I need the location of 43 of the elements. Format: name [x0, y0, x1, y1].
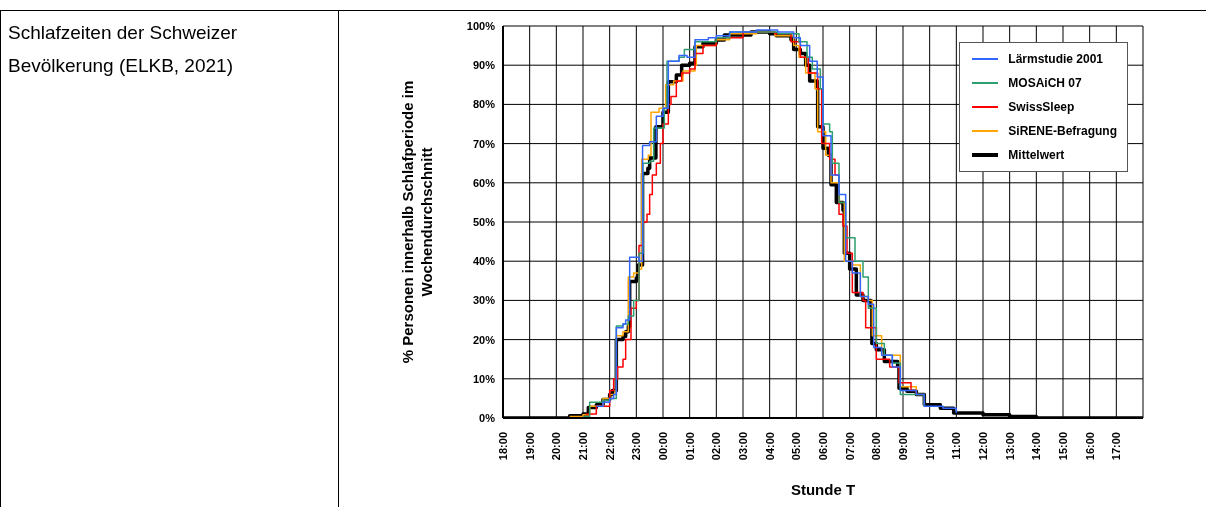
legend-label: Mittelwert: [1008, 148, 1065, 162]
x-tick-label: 19:00: [523, 432, 536, 461]
x-tick-label: 06:00: [817, 432, 829, 461]
legend-label: SwissSleep: [1008, 100, 1075, 114]
x-tick-label: 22:00: [603, 432, 616, 461]
x-tick-label: 11:00: [950, 432, 963, 460]
y-tick-label: 10%: [472, 372, 496, 385]
x-tick-label: 00:00: [657, 432, 669, 461]
x-axis-title: Stunde T: [789, 481, 857, 498]
x-tick-label: 08:00: [870, 432, 883, 461]
x-tick-label: 17:00: [1110, 432, 1123, 461]
x-tick-label: 20:00: [550, 432, 563, 461]
y-tick-label: 20%: [472, 333, 496, 346]
y-tick-label: 90%: [472, 59, 496, 72]
y-tick-label: 0%: [479, 411, 496, 424]
x-tick-label: 03:00: [737, 432, 749, 461]
x-tick-label: 23:00: [630, 432, 643, 461]
text: Schlafzeiten der Schweizer Bevölkerung (ELKB, 2021): [8, 21, 239, 78]
legend-label: SiRENE-Befragung: [1008, 124, 1117, 138]
x-tick-label: 21:00: [577, 432, 589, 461]
x-tick-label: 12:00: [977, 432, 989, 461]
x-tick-label: 01:00: [683, 432, 696, 461]
x-tick-label: 16:00: [1083, 432, 1096, 461]
x-tick-label: 14:00: [1030, 432, 1043, 461]
x-tick-label: 09:00: [897, 432, 909, 461]
x-tick-label: 10:00: [923, 432, 936, 461]
x-tick-label: 05:00: [790, 432, 803, 461]
y-tick-label: 60%: [472, 176, 496, 189]
x-tick-label: 15:00: [1057, 432, 1069, 461]
y-tick-label: 100%: [466, 19, 496, 32]
y-tick-label: 40%: [472, 255, 496, 268]
y-tick-label: 30%: [472, 294, 496, 307]
x-tick-label: 18:00: [497, 432, 509, 461]
y-tick-label: 70%: [472, 137, 496, 150]
x-tick-label: 13:00: [1003, 432, 1016, 461]
legend-label: Lärmstudie 2001: [1008, 52, 1104, 66]
x-tick-label: 02:00: [710, 432, 723, 461]
y-tick-label: 50%: [472, 215, 496, 228]
y-axis-title: % Personen innerhalb Schlafperiode im Wochendurchschnitt: [398, 79, 436, 366]
x-tick-label: 04:00: [763, 432, 776, 461]
y-tick-label: 80%: [472, 98, 496, 111]
legend-label: MOSAiCH 07: [1008, 76, 1082, 90]
x-tick-label: 07:00: [843, 432, 856, 461]
